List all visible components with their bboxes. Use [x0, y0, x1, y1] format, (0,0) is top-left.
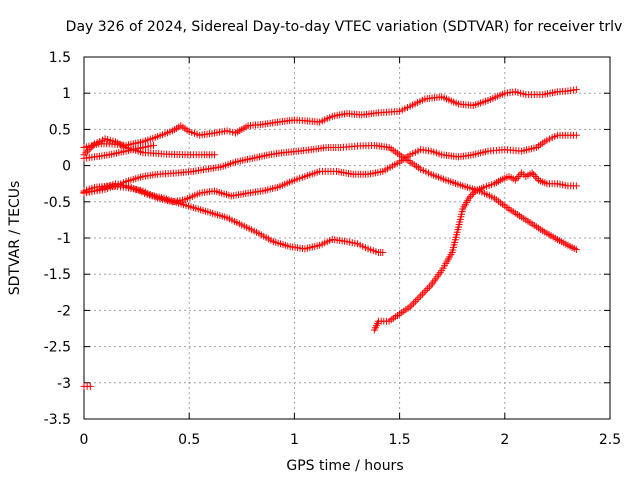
plus-marker [410, 299, 418, 307]
y-tick-label: 0.5 [49, 122, 71, 138]
plus-marker [572, 131, 580, 139]
plus-marker [468, 191, 476, 199]
x-tick-label: 2 [500, 432, 509, 448]
plus-marker [531, 172, 539, 180]
x-tick-label: 2.5 [599, 432, 621, 448]
plus-marker [422, 286, 430, 294]
plus-marker [418, 290, 426, 298]
plus-marker [210, 151, 218, 159]
plus-marker [530, 171, 538, 179]
y-tick-label: -3 [57, 376, 71, 392]
y-tick-label: 1.5 [49, 50, 71, 66]
plus-marker [87, 144, 95, 151]
plus-marker [379, 248, 387, 256]
axis-ticks: 0 0.5 1 1.5 2 2.5 1.5 1 0.5 0 -0.5 -1 -1.5 -2 -2.5 -3 -3… [44, 50, 621, 448]
data-markers [80, 86, 580, 390]
plus-marker [514, 172, 522, 180]
plus-marker [415, 294, 423, 302]
plus-marker [408, 301, 416, 309]
series-track-5 [80, 180, 387, 256]
y-tick-label: -2 [57, 303, 71, 319]
plus-marker [82, 149, 90, 157]
plus-marker [467, 192, 475, 200]
series-track-1 [80, 86, 580, 151]
plus-marker [425, 283, 433, 291]
plus-marker [511, 176, 519, 184]
y-tick-label: -2.5 [44, 340, 71, 356]
plus-marker [465, 194, 473, 202]
plus-marker [85, 145, 93, 153]
plus-marker [572, 182, 580, 190]
plot-frame [83, 56, 611, 420]
x-tick-label: 1 [290, 432, 299, 448]
y-tick-label: -0.5 [44, 195, 71, 211]
plus-marker [470, 189, 478, 197]
x-axis-label: GPS time / hours [286, 458, 403, 474]
plus-marker [528, 169, 536, 177]
plus-marker [572, 86, 580, 94]
x-tick-label: 1.5 [388, 432, 410, 448]
plus-marker [417, 292, 425, 300]
y-tick-label: 0 [62, 159, 71, 175]
y-axis-label: SDTVAR / TECUs [7, 181, 23, 296]
plus-marker [86, 382, 94, 390]
series-track-7 [370, 169, 580, 334]
series-track-6 [80, 131, 580, 206]
y-tick-label: -1 [57, 231, 71, 247]
chart-title: Day 326 of 2024, Sidereal Day-to-day VTE… [66, 19, 623, 35]
plus-marker [84, 147, 92, 155]
plus-marker [533, 174, 541, 182]
plus-marker [411, 297, 419, 305]
plus-marker [420, 288, 428, 296]
x-tick-label: 0 [80, 432, 89, 448]
y-tick-label: -1.5 [44, 267, 71, 283]
plus-marker [149, 141, 157, 149]
plus-marker [89, 142, 97, 150]
plus-marker [424, 285, 432, 293]
plus-marker [406, 303, 414, 311]
plus-marker [513, 174, 521, 182]
y-tick-label: -3.5 [44, 412, 71, 428]
series-track-8 [80, 382, 94, 390]
x-tick-label: 0.5 [178, 432, 200, 448]
y-tick-label: 1 [62, 86, 71, 102]
plus-marker [413, 296, 421, 304]
series-track-3 [80, 141, 157, 162]
plus-marker [572, 246, 580, 254]
